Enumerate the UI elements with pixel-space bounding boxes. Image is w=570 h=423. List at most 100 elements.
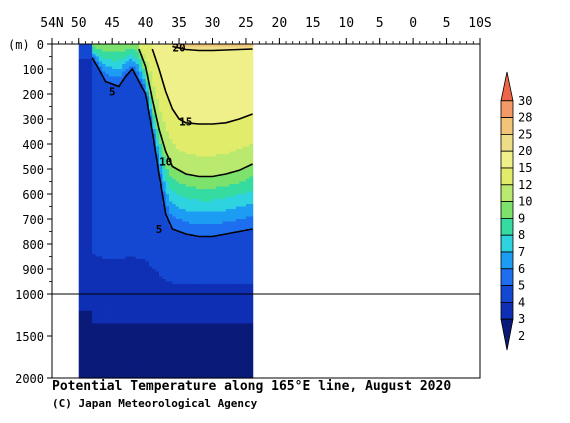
field-cell xyxy=(122,317,127,320)
field-cell xyxy=(122,56,127,60)
field-cell xyxy=(155,209,160,213)
field-cell xyxy=(128,315,133,318)
field-cell xyxy=(122,154,127,158)
field-cell xyxy=(85,76,90,80)
field-cell xyxy=(118,256,123,260)
field-cell xyxy=(98,254,103,258)
field-cell xyxy=(165,373,170,377)
field-cell xyxy=(85,176,90,180)
field-cell xyxy=(175,216,180,220)
field-cell xyxy=(88,331,93,335)
field-cell xyxy=(162,371,167,375)
field-cell xyxy=(78,365,83,369)
field-cell xyxy=(98,139,103,143)
field-cell xyxy=(95,269,100,273)
field-cell xyxy=(112,279,117,283)
field-cell xyxy=(159,171,163,175)
field-cell xyxy=(175,134,180,138)
field-cell xyxy=(102,219,107,223)
field-cell xyxy=(78,246,83,250)
field-cell xyxy=(95,296,100,299)
field-cell xyxy=(155,348,160,352)
field-cell xyxy=(108,86,113,90)
field-cell xyxy=(155,276,160,280)
field-cell xyxy=(132,369,137,373)
field-cell xyxy=(112,274,117,278)
field-cell xyxy=(95,261,100,265)
field-cell xyxy=(169,61,173,65)
field-cell xyxy=(165,321,170,324)
field-cell xyxy=(172,54,177,58)
field-cell xyxy=(148,169,153,173)
field-cell xyxy=(138,191,143,195)
field-cell xyxy=(128,196,133,200)
field-cell xyxy=(122,327,127,331)
field-cell xyxy=(185,89,190,93)
field-cell xyxy=(102,321,107,324)
field-cell xyxy=(172,64,177,68)
field-cell xyxy=(95,209,100,213)
field-cell xyxy=(162,259,167,263)
field-cell xyxy=(169,373,173,377)
field-cell xyxy=(179,354,183,358)
field-cell xyxy=(82,174,87,178)
field-cell xyxy=(85,96,90,100)
field-cell xyxy=(122,69,127,73)
field-cell xyxy=(142,219,147,223)
field-cell xyxy=(159,94,163,98)
field-cell xyxy=(102,310,107,314)
field-cell xyxy=(182,304,187,308)
field-cell xyxy=(128,261,133,265)
field-cell xyxy=(192,64,197,68)
field-cell xyxy=(92,44,97,48)
field-cell xyxy=(165,269,170,273)
field-cell xyxy=(185,348,190,352)
field-cell xyxy=(169,289,173,293)
field-cell xyxy=(78,104,83,108)
field-cell xyxy=(132,196,137,200)
field-cell xyxy=(122,139,127,143)
field-cell xyxy=(92,249,97,253)
field-cell xyxy=(182,154,187,158)
field-cell xyxy=(192,340,197,343)
field-cell xyxy=(192,181,197,185)
field-cell xyxy=(159,340,163,343)
field-cell xyxy=(142,279,147,283)
field-cell xyxy=(135,91,140,95)
field-cell xyxy=(165,174,170,178)
field-cell xyxy=(159,244,163,248)
field-cell xyxy=(175,361,180,364)
field-cell xyxy=(142,194,147,198)
field-cell xyxy=(165,256,170,260)
field-cell xyxy=(148,359,153,362)
field-cell xyxy=(82,124,87,128)
field-cell xyxy=(132,54,137,58)
field-cell xyxy=(102,194,107,198)
field-cell xyxy=(115,221,120,225)
field-cell xyxy=(78,241,83,245)
field-cell xyxy=(189,156,194,160)
field-cell xyxy=(98,357,103,360)
field-cell xyxy=(152,371,157,375)
field-cell xyxy=(142,249,147,253)
field-cell xyxy=(162,264,167,268)
field-cell xyxy=(78,126,83,130)
field-cell xyxy=(179,131,183,135)
field-cell xyxy=(128,174,133,178)
field-cell xyxy=(82,298,87,301)
field-cell xyxy=(115,46,120,50)
field-cell xyxy=(159,154,163,158)
field-cell xyxy=(125,226,130,230)
field-cell xyxy=(122,315,127,318)
field-cell xyxy=(135,49,140,53)
field-cell xyxy=(179,244,183,248)
field-cell xyxy=(148,369,153,373)
field-cell xyxy=(169,64,173,68)
field-cell xyxy=(195,279,200,283)
field-cell xyxy=(132,239,137,243)
field-cell xyxy=(112,191,117,195)
field-cell xyxy=(138,363,143,366)
field-cell xyxy=(195,114,200,118)
field-cell xyxy=(138,151,143,155)
field-cell xyxy=(179,214,183,218)
